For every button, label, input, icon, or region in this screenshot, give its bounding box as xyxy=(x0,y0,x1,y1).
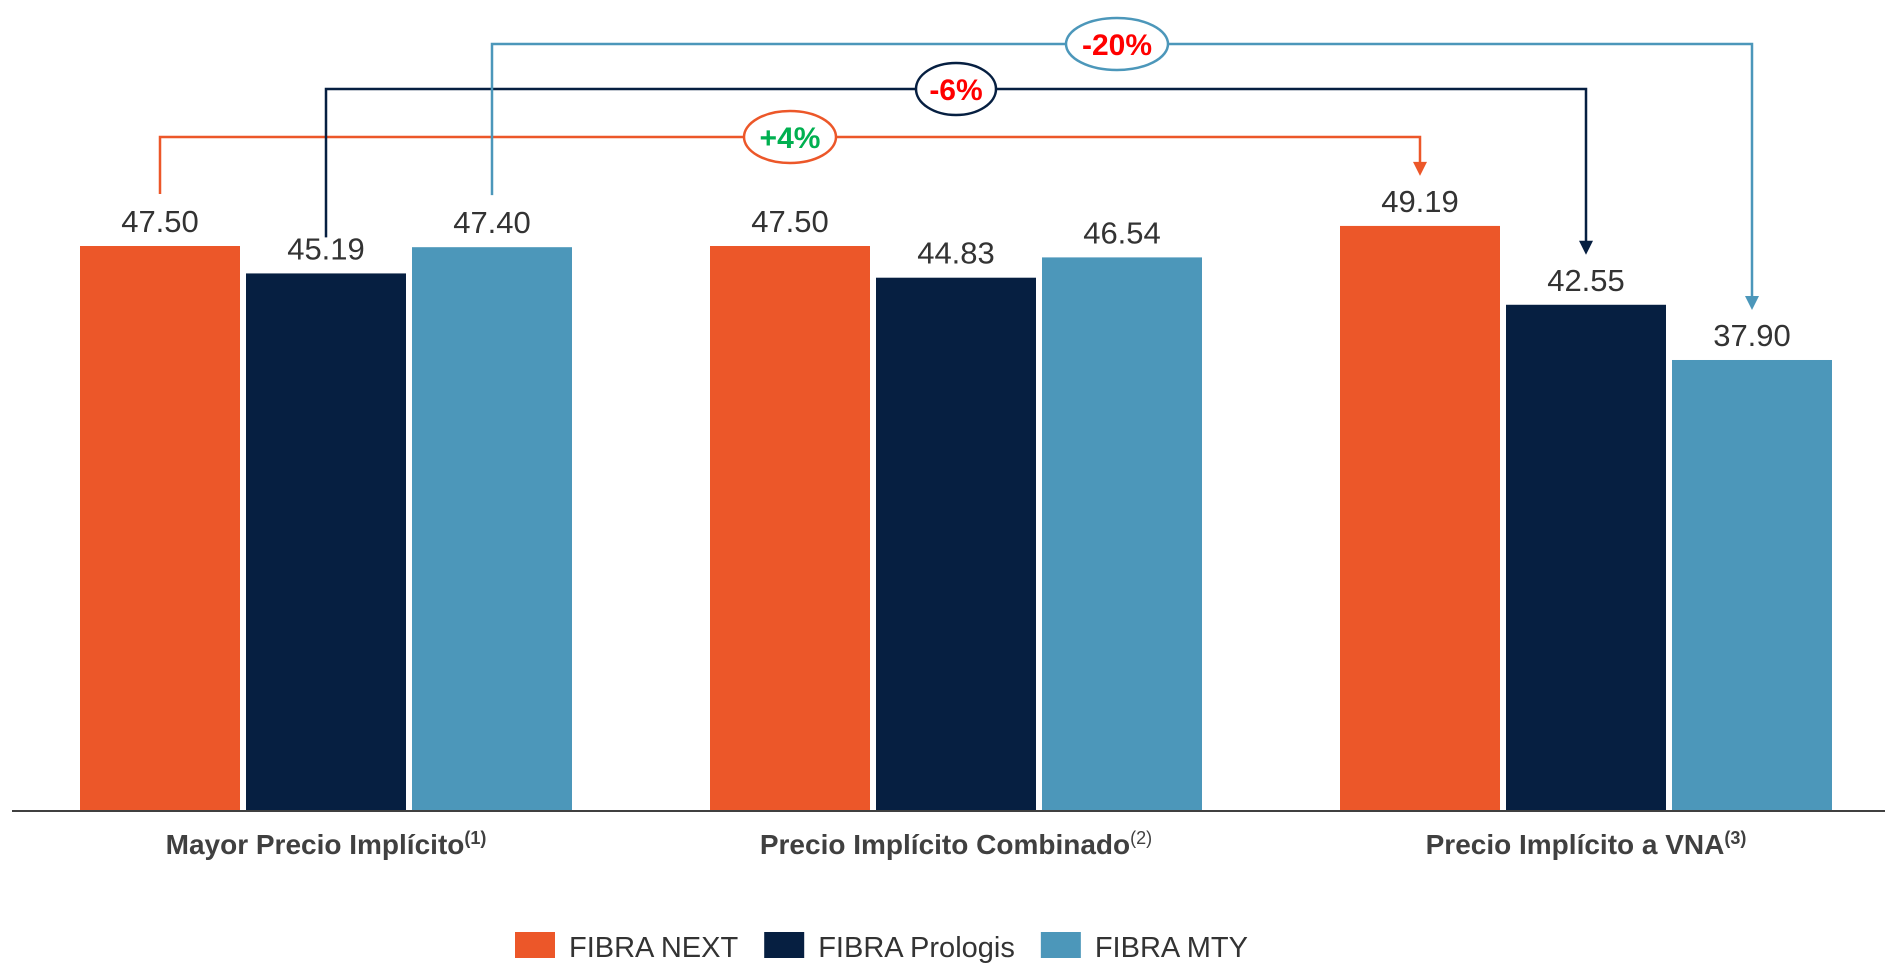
value-label: 42.55 xyxy=(1547,263,1625,298)
legend-item: FIBRA Prologis xyxy=(764,932,1015,964)
legend-item: FIBRA NEXT xyxy=(515,932,738,964)
annotation-arrowhead xyxy=(1745,295,1759,310)
legend-item: FIBRA MTY xyxy=(1040,932,1248,964)
bar-fibra-mty-3 xyxy=(1672,359,1832,810)
bar-fibra-next-2 xyxy=(710,246,870,810)
legend-label: FIBRA Prologis xyxy=(818,932,1015,964)
change-annotation: +4% xyxy=(158,109,1427,194)
value-label: 47.50 xyxy=(751,204,829,239)
legend-swatch xyxy=(515,932,555,958)
value-label: 47.40 xyxy=(453,205,531,240)
annotation-arrowhead xyxy=(1413,161,1427,176)
legend: FIBRA NEXT FIBRA Prologis FIBRA MTY xyxy=(515,932,1248,964)
bar-fibra-mty-2 xyxy=(1042,257,1202,810)
bar-fibra-next-3 xyxy=(1340,225,1500,810)
bar-fibra-prologis-1 xyxy=(246,273,406,810)
category-labels-layer: Mayor Precio Implícito(1) Precio Implícit… xyxy=(166,828,1747,860)
annotation-percent-label: -6% xyxy=(929,74,982,107)
value-label: 46.54 xyxy=(1083,215,1161,250)
bar-fibra-next-1 xyxy=(80,246,240,810)
legend-swatch xyxy=(1040,932,1081,958)
annotation-pill xyxy=(742,109,838,165)
value-label: 37.90 xyxy=(1713,318,1791,353)
annotation-percent-label: -20% xyxy=(1082,29,1152,62)
value-label: 49.19 xyxy=(1381,184,1459,219)
change-annotation: -20% xyxy=(490,16,1759,310)
change-annotation: -6% xyxy=(324,61,1593,255)
bars-layer xyxy=(80,225,1832,810)
legend-label: FIBRA NEXT xyxy=(569,932,738,964)
bar-fibra-mty-1 xyxy=(412,247,572,810)
legend-label: FIBRA MTY xyxy=(1095,932,1248,964)
category-label: Precio Implícito a VNA(3) xyxy=(1426,828,1747,860)
annotation-arrowhead xyxy=(1579,240,1593,255)
legend-swatch xyxy=(764,932,805,958)
annotations-layer: +4% -6% -20% xyxy=(158,16,1759,310)
category-label: Mayor Precio Implícito(1) xyxy=(166,828,487,860)
annotation-pill xyxy=(1064,16,1170,72)
annotation-percent-label: +4% xyxy=(760,122,821,155)
category-label: Precio Implícito Combinado(2) xyxy=(760,828,1152,860)
value-label: 47.50 xyxy=(121,204,199,239)
bar-fibra-prologis-2 xyxy=(876,277,1036,810)
value-label: 44.83 xyxy=(917,236,995,271)
bar-fibra-prologis-3 xyxy=(1506,304,1666,810)
annotation-pill xyxy=(914,61,998,117)
